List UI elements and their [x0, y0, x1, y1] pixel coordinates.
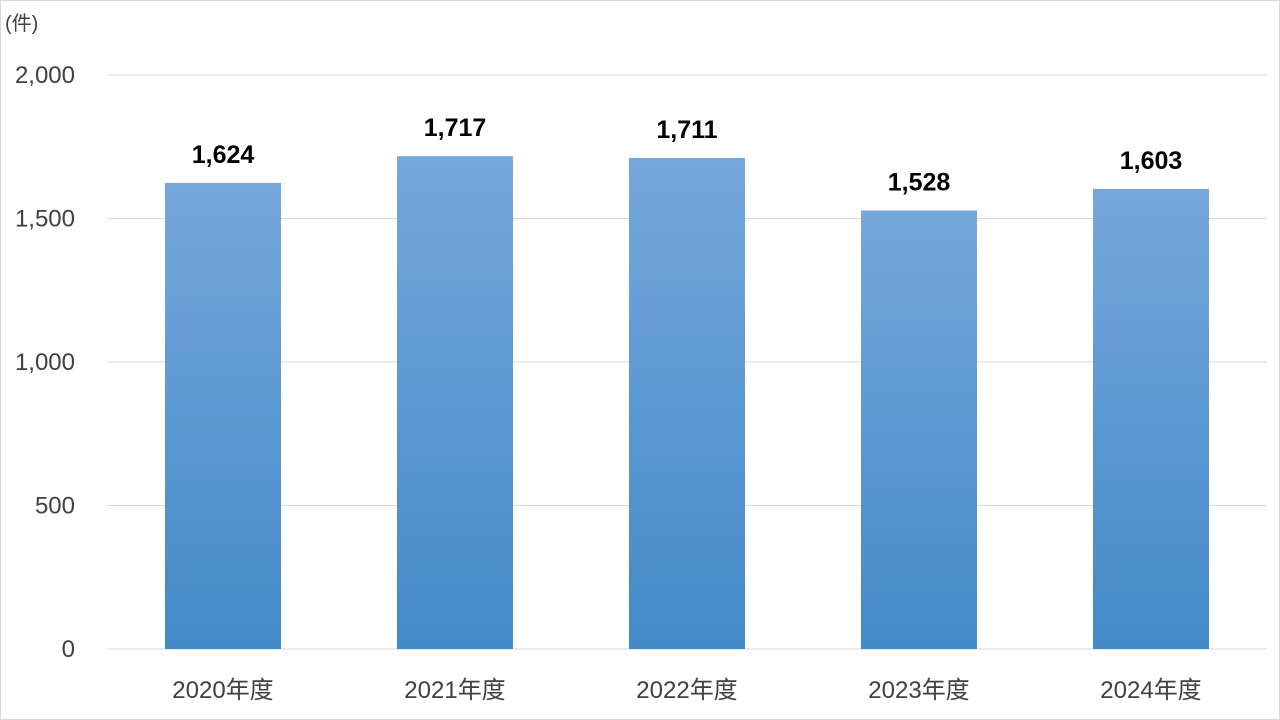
y-axis-ticks: 0 500 1,000 1,500 2,000: [15, 62, 75, 663]
bar: [629, 157, 745, 649]
x-category-label: 2020年度: [172, 677, 273, 704]
data-label: 1,528: [888, 168, 951, 196]
bars: [165, 156, 1209, 650]
x-axis-labels: 2020年度 2021年度 2022年度 2023年度 2024年度: [172, 677, 1201, 704]
x-category-label: 2023年度: [868, 677, 969, 704]
bar: [861, 210, 977, 650]
bar: [397, 156, 513, 649]
y-tick-label: 500: [35, 493, 75, 520]
x-category-label: 2022年度: [636, 677, 737, 704]
y-tick-label: 1,500: [15, 206, 75, 233]
y-tick-label: 1,000: [15, 349, 75, 376]
bar: [1093, 188, 1209, 649]
data-label: 1,717: [424, 114, 487, 142]
data-label: 1,603: [1120, 147, 1183, 175]
bar: [165, 182, 281, 650]
y-axis-unit-label: (件): [5, 12, 38, 35]
y-tick-label: 0: [62, 636, 75, 663]
x-category-label: 2024年度: [1100, 677, 1201, 704]
x-category-label: 2021年度: [404, 677, 505, 704]
y-tick-label: 2,000: [15, 62, 75, 89]
data-labels: 1,624 1,717 1,711 1,528 1,603: [192, 114, 1183, 196]
data-label: 1,711: [656, 116, 717, 144]
data-label: 1,624: [192, 141, 255, 169]
